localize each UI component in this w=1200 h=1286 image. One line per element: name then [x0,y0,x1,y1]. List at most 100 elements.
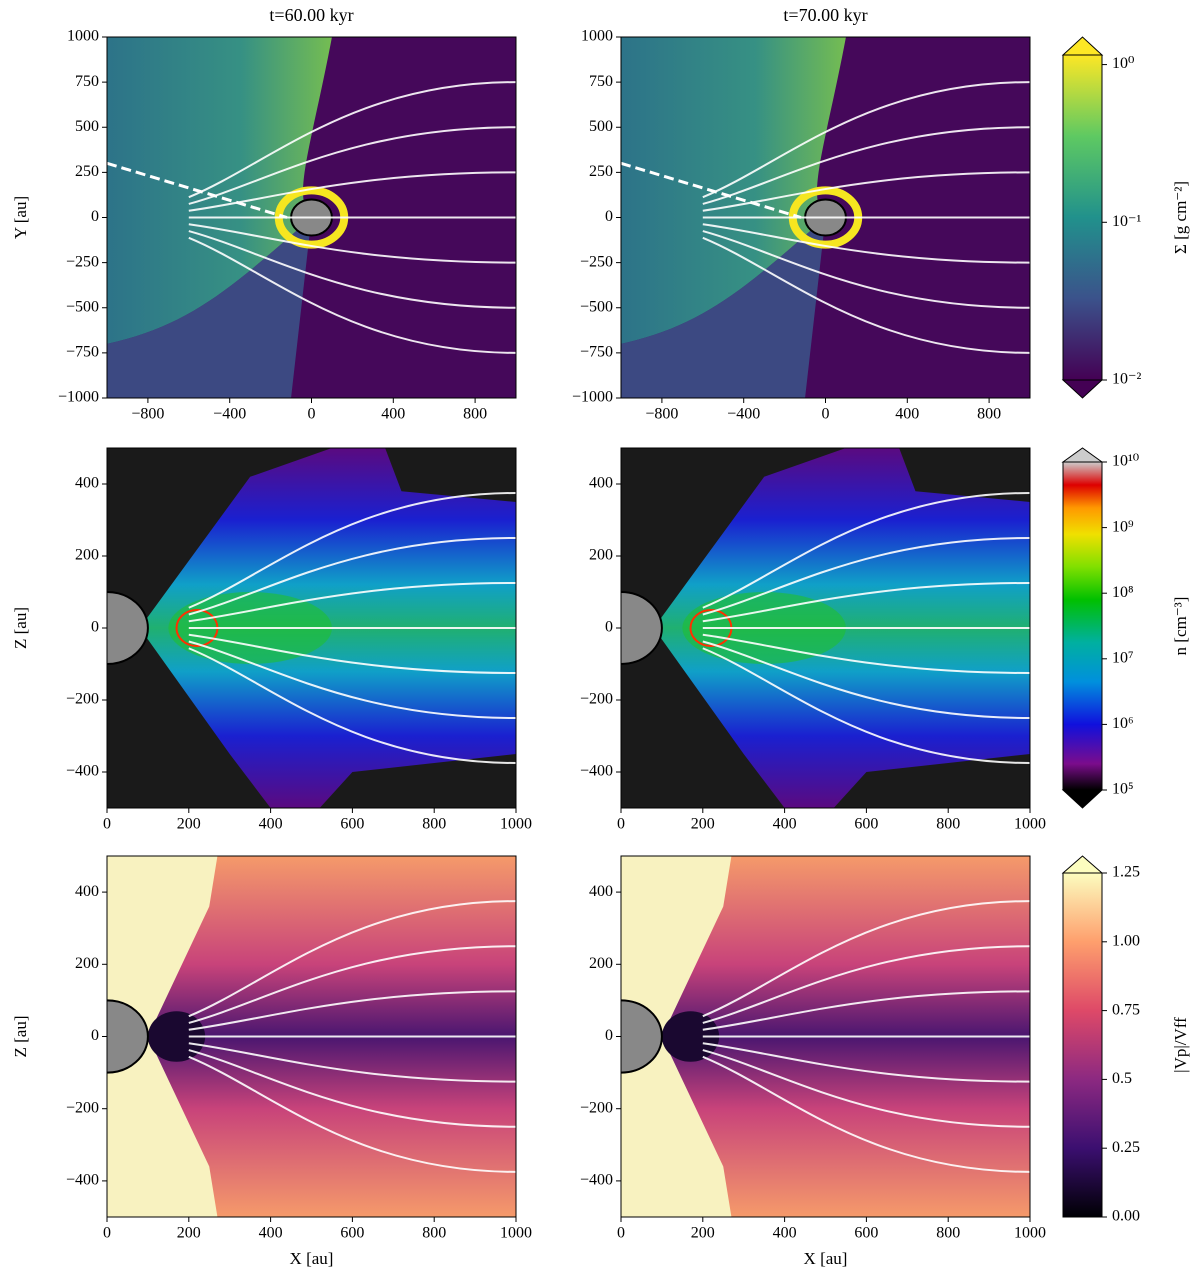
panel-field [107,856,516,1217]
x-tick-label: 600 [854,816,878,833]
streamline [702,537,1030,616]
field-region [621,217,826,398]
y-tick-label: −200 [66,691,99,708]
colorbar-tick-label: 1.25 [1112,864,1140,881]
colorbar-frame [1062,54,1103,381]
y-tick-label: −500 [66,298,99,315]
panel-field [621,37,1030,398]
streamline [702,900,1030,1018]
streamline [188,640,516,719]
x-tick-label: 200 [691,1225,715,1242]
panel-field [107,448,516,808]
dashed-line [621,161,802,219]
x-tick-label: 0 [103,1225,111,1242]
field-region [107,217,312,398]
colorbar [1063,55,1102,380]
streamline [188,81,516,199]
streamline [188,582,516,623]
colorbar-tick-label: 0.25 [1112,1139,1140,1156]
panel-title: t=60.00 kyr [269,5,353,25]
colorbar-extend [1061,447,1104,463]
field-core [661,1011,720,1062]
x-tick-label: 1000 [1014,1225,1046,1242]
streamline [188,492,516,609]
y-axis-label: Y [au] [11,196,30,239]
colorbar-label: Σ [g cm⁻²] [1171,181,1190,254]
streamline [702,582,1030,623]
y-tick-label: 0 [91,619,99,636]
y-tick-label: −200 [580,1099,613,1116]
y-tick-label: 400 [75,883,99,900]
streamline [702,223,1030,264]
streamline [702,633,1030,674]
x-tick-label: −800 [131,406,164,423]
panel-title: t=70.00 kyr [783,5,867,25]
streamline [188,647,516,764]
y-tick-label: 1000 [67,28,99,45]
y-tick-label: 500 [589,118,613,135]
colorbar-tick-label: 10⁵ [1112,781,1134,798]
streamline [188,990,516,1031]
streamline [188,537,516,616]
streamline [188,900,516,1018]
streamline [188,230,516,309]
x-tick-label: 1000 [1014,816,1046,833]
colorbar-tick-label: 10⁻² [1112,371,1141,388]
x-tick-label: 0 [103,816,111,833]
colorbar [1063,873,1102,1217]
streamline [188,945,516,1024]
y-tick-label: 0 [91,1027,99,1044]
colorbar-extend [1061,855,1104,874]
x-tick-label: 1000 [500,1225,532,1242]
streamline [188,223,516,264]
streamline [188,126,516,205]
x-tick-label: 200 [177,1225,201,1242]
colorbar-tick-label: 10⁰ [1112,55,1134,72]
x-tick-label: 800 [936,1225,960,1242]
y-tick-label: −400 [66,763,99,780]
field-region [107,37,332,344]
star [107,999,149,1074]
streamline [702,1055,1030,1173]
y-tick-label: 0 [605,1027,613,1044]
x-tick-label: 1000 [500,816,532,833]
x-tick-label: 400 [895,406,919,423]
y-tick-label: 0 [605,619,613,636]
x-tick-label: 200 [177,816,201,833]
y-tick-label: −400 [66,1172,99,1189]
x-tick-label: −400 [727,406,760,423]
streamline [188,236,516,354]
colorbar-tick-label: 10⁻¹ [1112,213,1141,230]
x-tick-label: 0 [308,406,316,423]
x-tick-label: 400 [773,1225,797,1242]
y-tick-label: 0 [91,208,99,225]
y-tick-label: 0 [605,208,613,225]
x-tick-label: 800 [463,406,487,423]
colorbar-tick-label: 10¹⁰ [1112,453,1139,470]
streamline [702,1049,1030,1128]
y-tick-label: 200 [589,955,613,972]
streamline [702,126,1030,205]
x-axis-label: X [au] [290,1249,334,1268]
colorbar [1063,462,1102,790]
x-tick-label: 600 [854,1225,878,1242]
colorbar-label: |Vp|/Vff [1171,1017,1190,1073]
x-tick-label: 800 [936,816,960,833]
panel-field [621,448,1030,808]
streamline [702,236,1030,354]
x-tick-label: 800 [422,816,446,833]
y-tick-label: 400 [75,475,99,492]
streamline [702,230,1030,309]
y-tick-label: 400 [589,883,613,900]
x-axis-label: X [au] [804,1249,848,1268]
streamline [188,1055,516,1173]
dashed-line [107,161,288,219]
y-tick-label: 500 [75,118,99,135]
y-tick-label: −200 [580,691,613,708]
y-tick-label: −400 [580,1172,613,1189]
colorbar-extend [1061,379,1104,399]
colorbar-tick-label: 0.75 [1112,1001,1140,1018]
streamline [188,1049,516,1128]
y-tick-label: 250 [75,163,99,180]
